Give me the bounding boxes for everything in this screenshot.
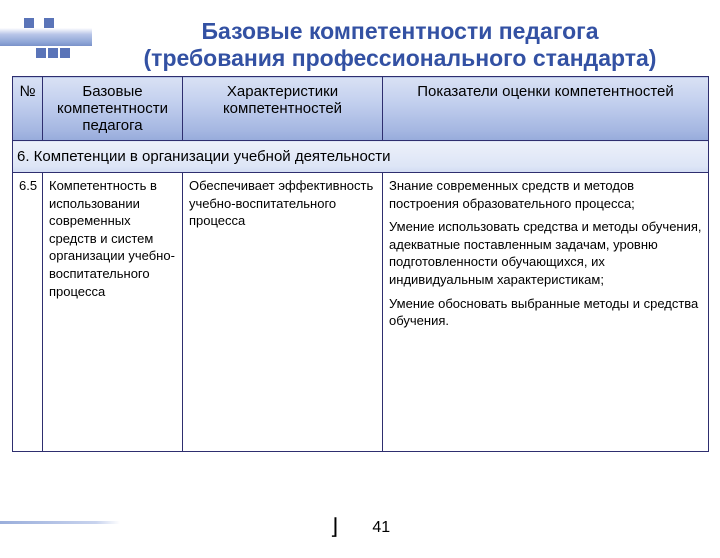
cell-indic: Знание современных средств и методов пос… [383, 173, 709, 452]
corner-decoration [0, 18, 100, 98]
page-title: Базовые компетентности педагога (требова… [100, 18, 700, 72]
deco-square [60, 48, 70, 58]
competency-table: № Базовые компетентности педагога Характ… [12, 76, 709, 452]
indicator-paragraph: Знание современных средств и методов пос… [389, 177, 702, 212]
indicator-paragraph: Умение использовать средства и методы об… [389, 218, 702, 288]
table-row: 6.5 Компетентность в использовании совре… [13, 173, 709, 452]
section-title: 6. Компетенции в организации учебной дея… [13, 141, 709, 173]
section-row: 6. Компетенции в организации учебной дея… [13, 141, 709, 173]
title-line2: (требования профессионального стандарта) [144, 45, 657, 71]
cell-char: Обеспечивает эффективность учебно-воспит… [183, 173, 383, 452]
deco-square [48, 48, 58, 58]
deco-bar [0, 28, 92, 46]
page-number: ⌋41 [0, 514, 720, 540]
deco-square [36, 48, 46, 58]
col-char: Характеристики компетентностей [183, 77, 383, 141]
indicator-paragraph: Умение обосновать выбранные методы и сре… [389, 295, 702, 330]
table-header-row: № Базовые компетентности педагога Характ… [13, 77, 709, 141]
deco-square [24, 18, 34, 28]
deco-square [44, 18, 54, 28]
cell-num: 6.5 [13, 173, 43, 452]
cell-name: Компетентность в использовании современн… [43, 173, 183, 452]
title-line1: Базовые компетентности педагога [201, 18, 598, 44]
col-indic: Показатели оценки компетентностей [383, 77, 709, 141]
bracket-icon: ⌋ [330, 514, 339, 539]
